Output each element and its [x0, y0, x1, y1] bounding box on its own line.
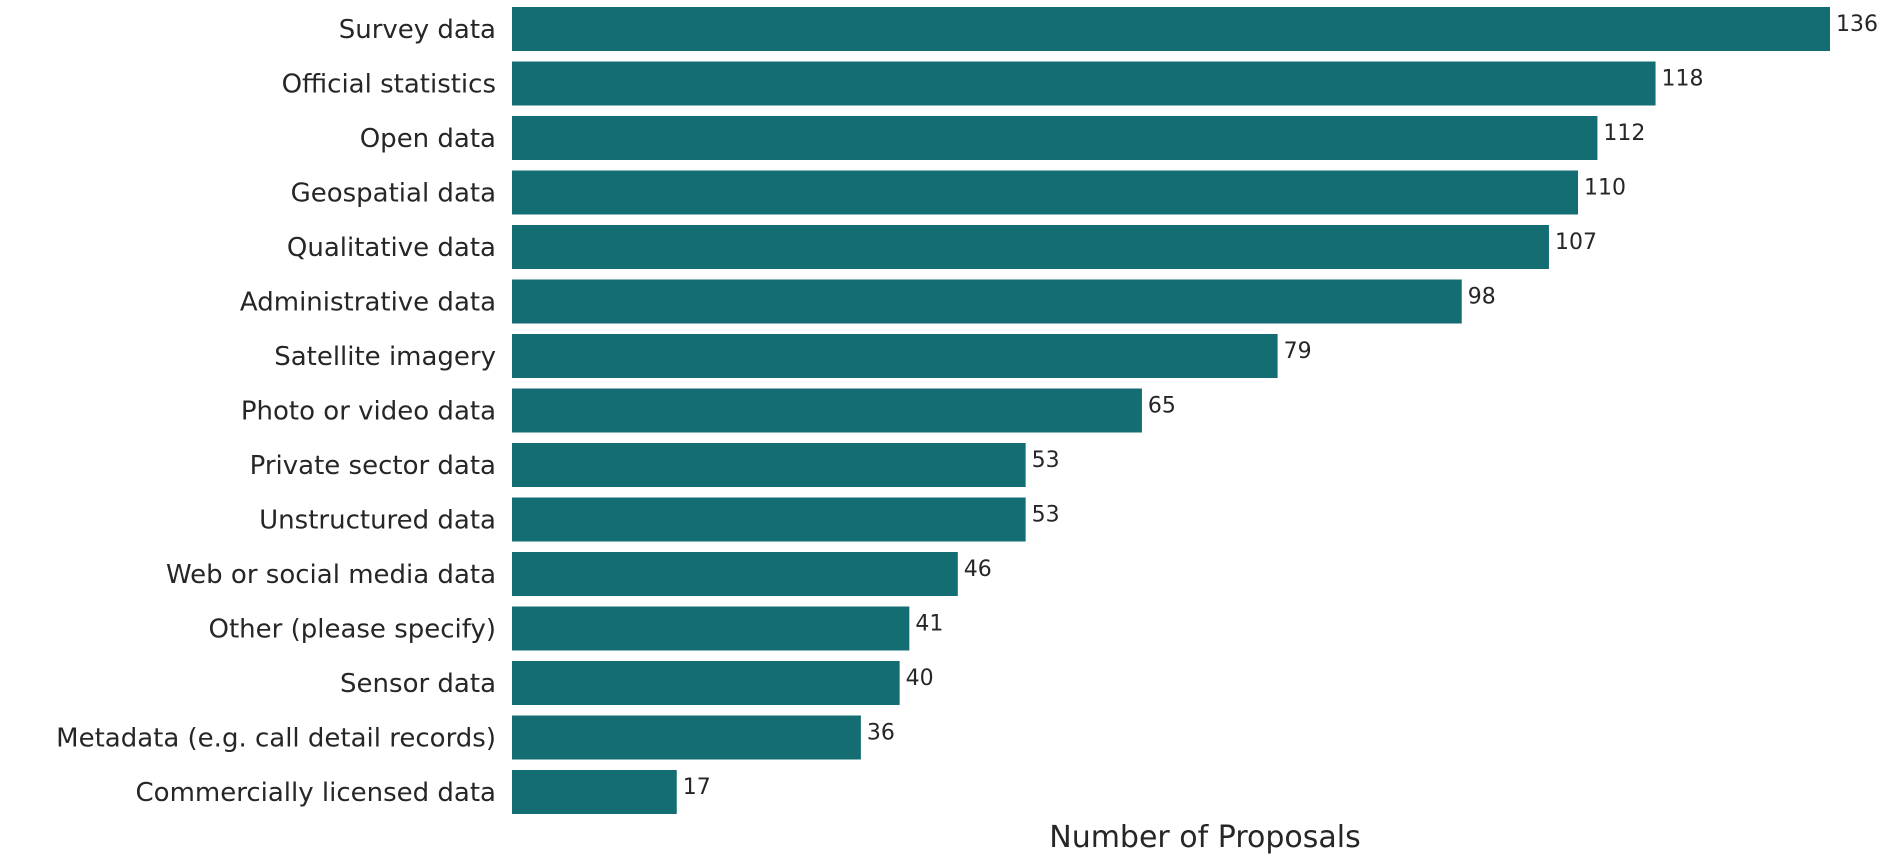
bar	[512, 388, 1142, 433]
category-label: Other (please specify)	[209, 615, 497, 645]
bar	[512, 61, 1656, 106]
category-label: Qualitative data	[287, 233, 496, 263]
bar	[512, 170, 1579, 215]
category-label: Survey data	[339, 15, 496, 45]
bar	[512, 443, 1026, 487]
bar	[512, 7, 1830, 51]
category-label: Geospatial data	[291, 179, 496, 209]
category-label: Web or social media data	[166, 560, 496, 590]
value-label: 136	[1836, 12, 1878, 37]
category-label: Satellite imagery	[274, 342, 496, 372]
category-label: Commercially licensed data	[136, 778, 496, 808]
category-label: Metadata (e.g. call detail records)	[56, 724, 496, 754]
bar	[512, 770, 677, 814]
category-label: Sensor data	[340, 669, 496, 699]
bar	[512, 497, 1026, 542]
bar	[512, 552, 958, 596]
bar	[512, 334, 1278, 378]
x-axis-label: Number of Proposals	[1049, 820, 1360, 855]
category-label: Private sector data	[250, 451, 496, 481]
category-label: Unstructured data	[259, 506, 496, 536]
bar	[512, 715, 861, 760]
bar	[512, 225, 1549, 269]
value-label: 112	[1603, 121, 1645, 146]
bar	[512, 116, 1598, 160]
category-label: Photo or video data	[241, 397, 496, 427]
value-labels-group: 136 118 112 110 107 98 79 65 53 53 46 41 40 36 17	[683, 12, 1878, 800]
value-label: 46	[964, 557, 992, 582]
value-label: 79	[1284, 339, 1312, 364]
category-label: Official statistics	[282, 70, 496, 100]
bars-group	[512, 7, 1830, 814]
bar	[512, 279, 1462, 324]
value-label: 53	[1032, 448, 1060, 473]
value-label: 118	[1662, 67, 1704, 92]
bar	[512, 661, 900, 705]
value-label: 65	[1148, 394, 1176, 419]
value-label: 36	[867, 721, 895, 746]
value-label: 17	[683, 775, 711, 800]
value-label: 41	[915, 612, 943, 637]
value-label: 40	[906, 666, 934, 691]
value-label: 98	[1468, 285, 1496, 310]
value-label: 107	[1555, 230, 1597, 255]
value-label: 110	[1584, 176, 1626, 201]
bar	[512, 606, 910, 651]
category-label: Administrative data	[240, 288, 496, 318]
category-labels-group: Survey data Official statistics Open data G…	[56, 15, 496, 808]
category-label: Open data	[360, 124, 496, 154]
value-label: 53	[1032, 503, 1060, 528]
